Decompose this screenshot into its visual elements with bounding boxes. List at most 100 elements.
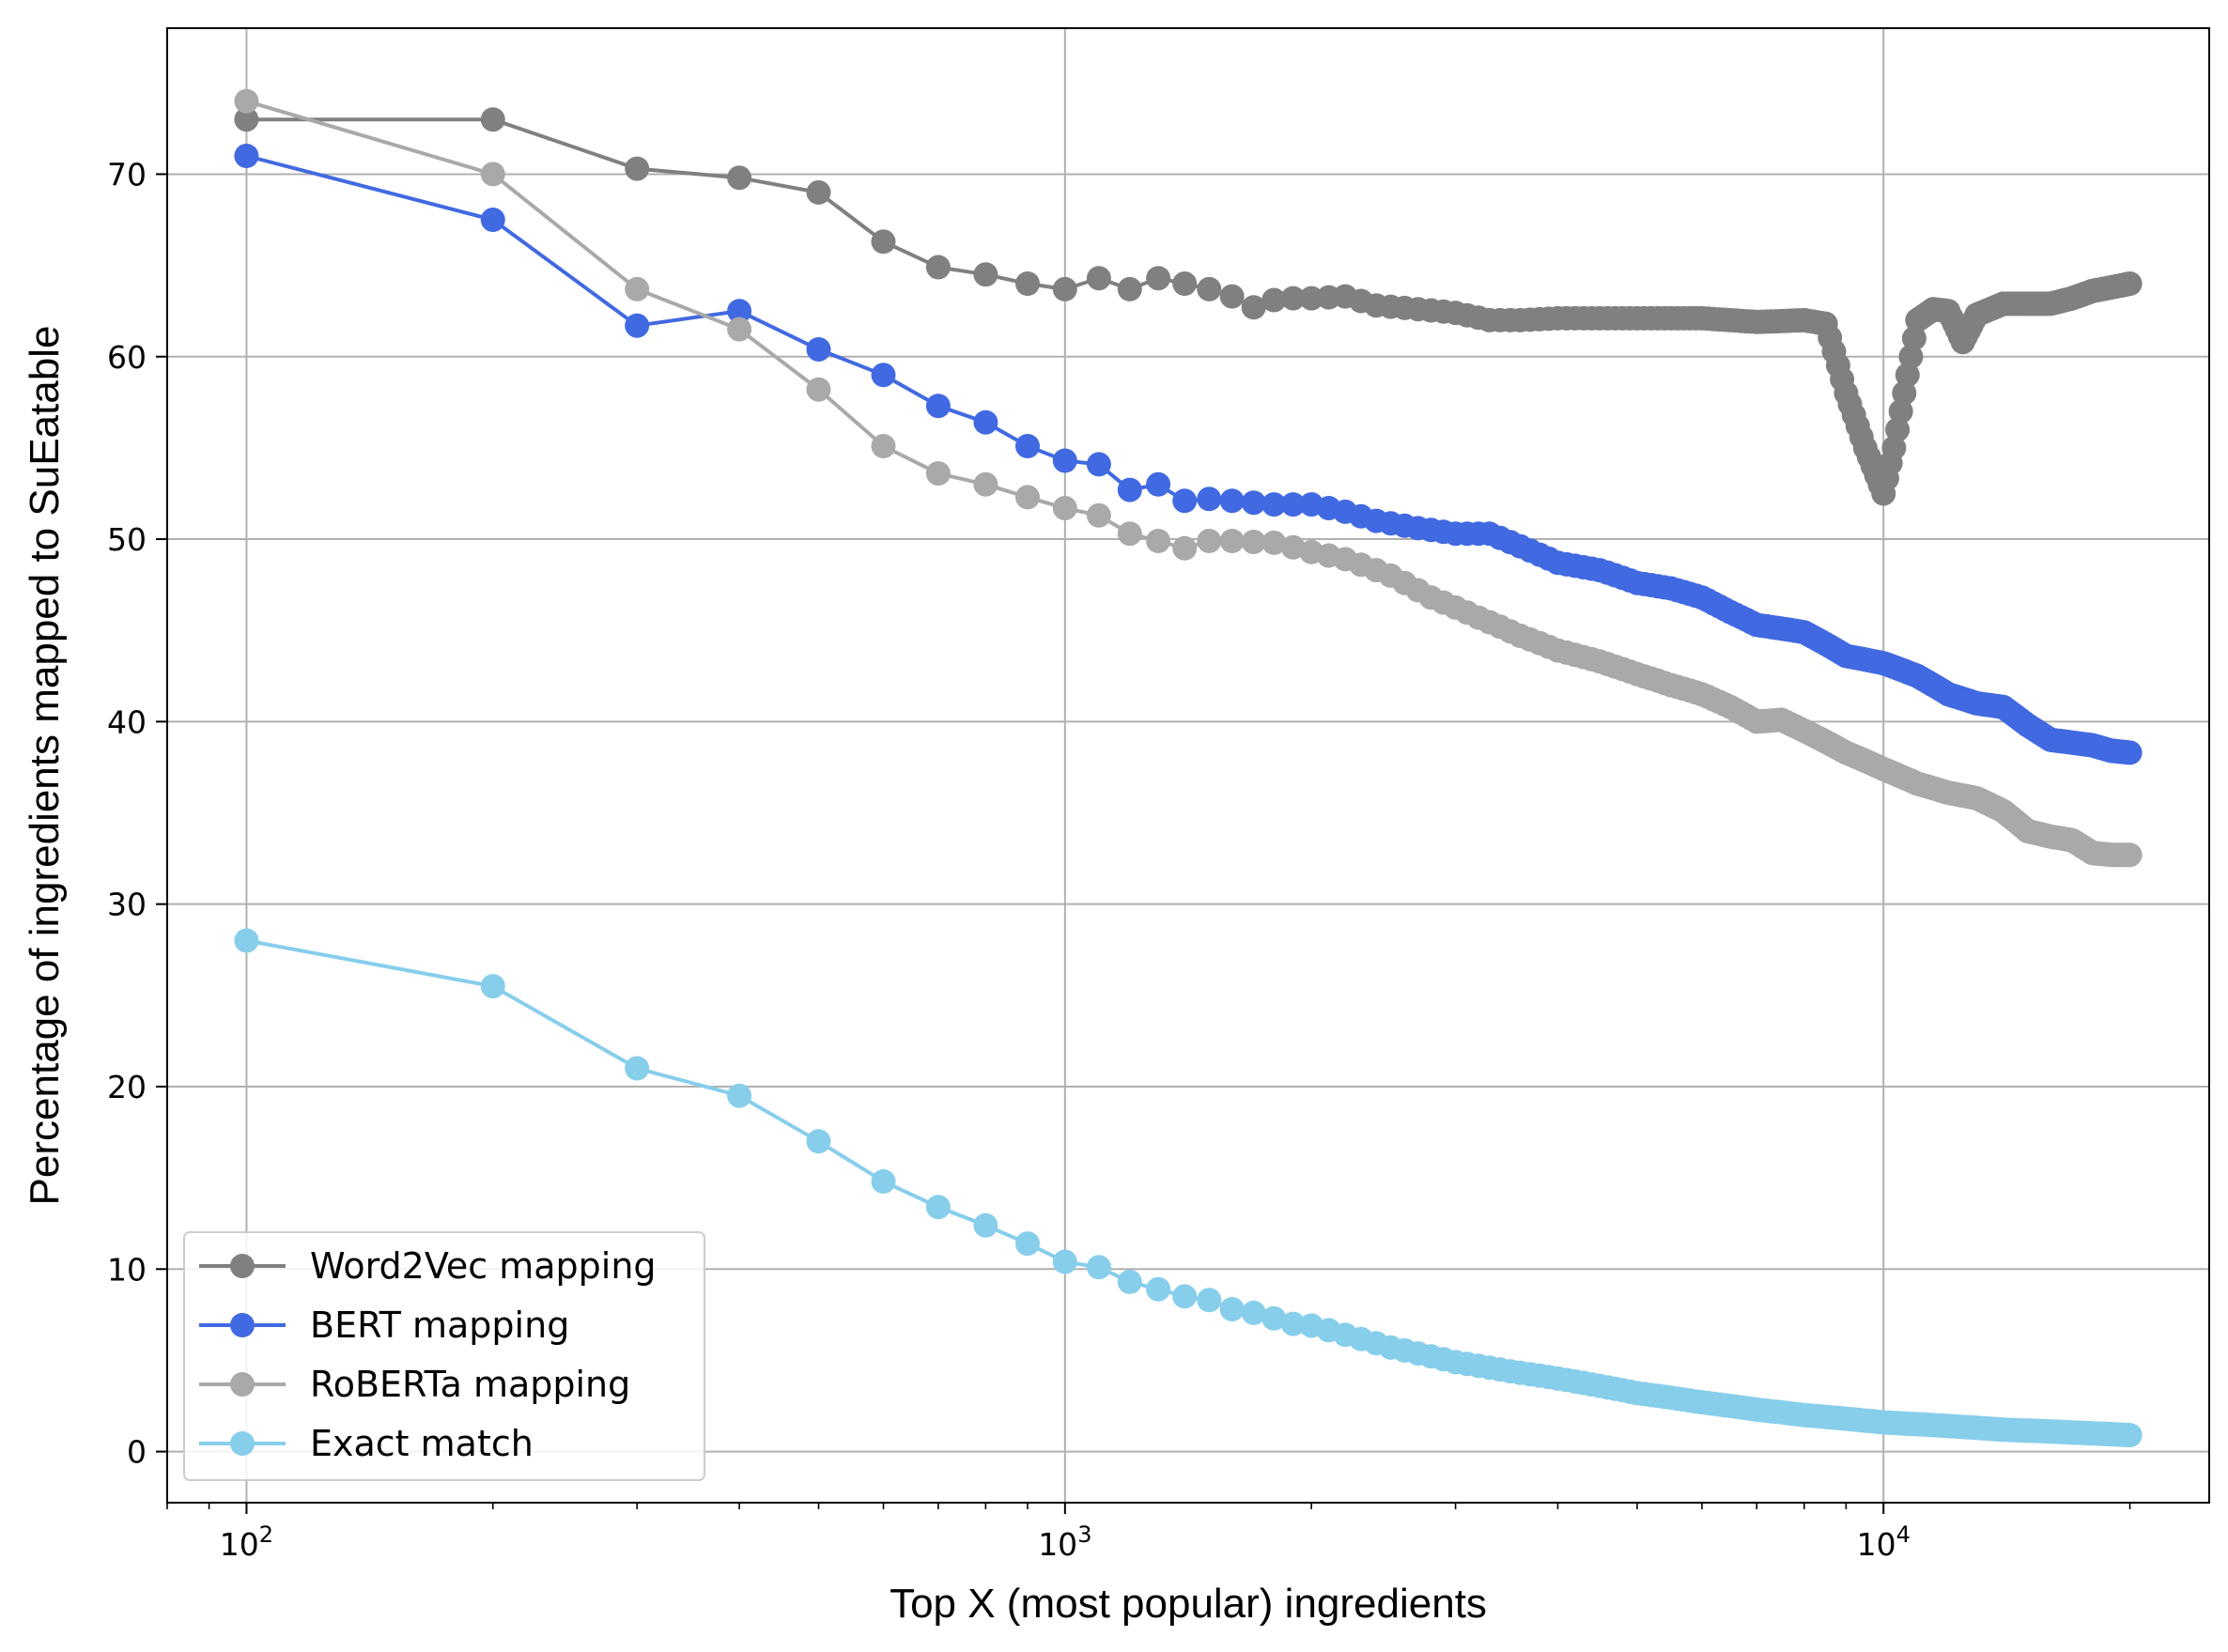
data-point bbox=[625, 156, 650, 181]
series bbox=[234, 88, 2143, 868]
plot-frame bbox=[166, 27, 2210, 1504]
data-point bbox=[234, 107, 259, 132]
y-tick-label: 20 bbox=[107, 1069, 147, 1105]
data-point bbox=[925, 1195, 951, 1220]
data-point bbox=[1146, 266, 1171, 291]
data-point bbox=[727, 1083, 752, 1108]
data-point bbox=[1241, 1300, 1266, 1325]
data-point bbox=[1015, 271, 1040, 296]
legend-item: Word2Vec mapping bbox=[199, 1245, 657, 1287]
data-point bbox=[1172, 1284, 1198, 1309]
data-point bbox=[1015, 1231, 1040, 1257]
data-point bbox=[1146, 1276, 1171, 1302]
y-tick-label: 50 bbox=[107, 521, 147, 558]
x-tick-label: 102 bbox=[220, 1521, 273, 1563]
data-point bbox=[1299, 286, 1324, 311]
axes: 0 10 20 30 40 50 60 70 102 103 104 bbox=[107, 156, 2131, 1563]
data-point bbox=[1052, 276, 1077, 301]
data-point bbox=[1261, 1305, 1287, 1331]
data-point bbox=[480, 162, 505, 187]
data-point bbox=[1117, 477, 1142, 502]
data-point bbox=[1117, 1269, 1142, 1294]
legend-box bbox=[183, 1231, 705, 1481]
data-point bbox=[480, 208, 505, 232]
series bbox=[234, 144, 2143, 765]
data-point bbox=[1086, 502, 1111, 528]
legend: Word2Vec mapping BERT mapping RoBERTa mapp… bbox=[183, 1231, 705, 1481]
legend-label: Exact match bbox=[310, 1423, 534, 1464]
data-point bbox=[1241, 490, 1266, 516]
data-point bbox=[1261, 530, 1287, 555]
data-point bbox=[1892, 380, 1917, 406]
data-point bbox=[1172, 271, 1198, 296]
data-point bbox=[1261, 287, 1287, 313]
data-point bbox=[973, 262, 998, 287]
data-point bbox=[1086, 452, 1111, 477]
y-tick-label: 60 bbox=[107, 339, 147, 376]
data-point bbox=[1888, 399, 1913, 424]
legend-item: Exact match bbox=[199, 1423, 534, 1464]
data-point bbox=[1146, 529, 1171, 553]
data-point bbox=[806, 179, 831, 205]
data-point bbox=[871, 1169, 896, 1194]
data-point bbox=[925, 394, 951, 419]
data-point bbox=[973, 471, 998, 497]
data-point bbox=[1015, 485, 1040, 510]
data-point bbox=[1172, 488, 1198, 514]
data-point bbox=[1261, 492, 1287, 517]
data-point bbox=[1086, 266, 1111, 291]
data-point bbox=[1280, 286, 1306, 311]
data-point bbox=[1086, 1255, 1111, 1280]
data-point bbox=[2117, 740, 2143, 765]
x-axis-label: Top X (most popular) ingredients bbox=[890, 1581, 1487, 1627]
legend-label: RoBERTa mapping bbox=[310, 1364, 630, 1405]
data-point bbox=[480, 107, 505, 132]
data-point bbox=[1219, 488, 1245, 514]
legend-label: BERT mapping bbox=[310, 1305, 569, 1346]
legend-item: BERT mapping bbox=[199, 1305, 569, 1346]
data-point bbox=[1117, 521, 1142, 547]
data-point bbox=[806, 377, 831, 402]
data-point bbox=[925, 461, 951, 486]
data-point bbox=[1881, 435, 1907, 460]
data-point bbox=[871, 434, 896, 458]
y-tick-label: 0 bbox=[127, 1434, 147, 1471]
data-point bbox=[1219, 284, 1245, 309]
data-point bbox=[1197, 486, 1222, 512]
data-point bbox=[727, 299, 752, 324]
data-point bbox=[1280, 534, 1306, 560]
data-point bbox=[1117, 276, 1142, 301]
legend-swatch-marker bbox=[230, 1431, 255, 1456]
data-point bbox=[234, 928, 259, 953]
data-point bbox=[1172, 535, 1198, 561]
data-point bbox=[727, 317, 752, 342]
data-point bbox=[1895, 363, 1920, 388]
y-tick-label: 30 bbox=[107, 887, 147, 923]
data-point bbox=[1241, 295, 1266, 320]
series bbox=[234, 928, 2143, 1448]
data-point bbox=[806, 337, 831, 362]
series-layer bbox=[234, 88, 2143, 1448]
legend-label: Word2Vec mapping bbox=[310, 1245, 657, 1287]
data-point bbox=[1146, 471, 1171, 497]
data-point bbox=[2117, 271, 2143, 296]
data-point bbox=[1197, 1288, 1222, 1313]
data-point bbox=[1885, 417, 1911, 442]
series bbox=[234, 107, 2143, 506]
data-point bbox=[973, 1212, 998, 1238]
data-point bbox=[1901, 326, 1926, 351]
data-point bbox=[1219, 529, 1245, 553]
data-point bbox=[234, 88, 259, 114]
data-point bbox=[871, 363, 896, 388]
y-tick-label: 10 bbox=[107, 1251, 147, 1288]
data-point bbox=[2117, 1423, 2143, 1448]
data-point bbox=[625, 1056, 650, 1081]
data-point bbox=[1898, 344, 1924, 369]
data-point bbox=[625, 276, 650, 301]
data-point bbox=[1052, 496, 1077, 520]
data-point bbox=[1241, 530, 1266, 554]
data-point bbox=[1197, 276, 1222, 301]
data-point bbox=[1015, 434, 1040, 458]
data-point bbox=[1280, 1311, 1306, 1336]
